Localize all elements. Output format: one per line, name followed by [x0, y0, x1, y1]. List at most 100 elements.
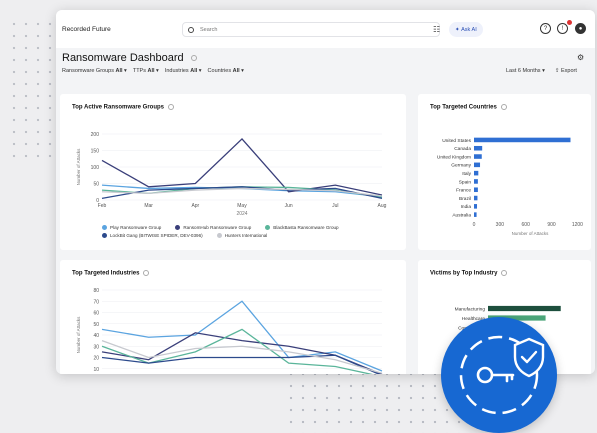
category-label: Manufacturing	[455, 307, 486, 313]
help-icon[interactable]: ?	[540, 23, 551, 34]
category-label: Italy	[462, 171, 471, 177]
filter-icon[interactable]: ☷	[433, 25, 441, 34]
industries-line-chart: 01020304050607080FebMarAprMayJunJulAugNu…	[76, 288, 383, 374]
bar	[488, 315, 546, 321]
x-tick-label: 600	[522, 222, 531, 228]
y-tick-label: 40	[93, 333, 99, 339]
bar	[474, 212, 477, 217]
y-tick-label: 10	[93, 367, 99, 373]
legend-label: BlackBasta Ransomware Group	[273, 225, 339, 230]
search-placeholder: Search	[200, 26, 218, 33]
card-title-text: Top Active Ransomware Groups	[72, 104, 165, 111]
y-tick-label: 0	[96, 198, 99, 204]
header-controls: Last 6 Months ▾ ⇪ Export	[506, 68, 577, 74]
y-tick-label: 70	[93, 299, 99, 305]
card-title-text: Top Targeted Countries	[430, 104, 497, 111]
key-shield-icon	[459, 335, 545, 415]
bar	[474, 195, 478, 201]
info-icon[interactable]	[143, 270, 150, 276]
decorative-dots	[8, 18, 58, 158]
filter-bar: Ransomware Groups All ▾ TTPs All ▾ Indus…	[62, 68, 244, 74]
countries-bar-chart: United States Canada United Kingdom Germany…	[437, 137, 583, 236]
filter-ttps[interactable]: TTPs All ▾	[132, 68, 159, 74]
y-tick-label: 50	[93, 322, 99, 328]
category-label: United Kingdom	[437, 154, 471, 160]
y-tick-label: 20	[93, 356, 99, 362]
x-tick-label: Jul	[332, 203, 338, 209]
x-tick-label: 1200	[572, 222, 583, 228]
series-line	[101, 186, 383, 199]
series-line	[101, 138, 383, 196]
y-tick-label: 60	[93, 311, 99, 317]
bar	[474, 154, 482, 159]
bar	[474, 170, 479, 176]
date-range-select[interactable]: Last 6 Months ▾	[506, 68, 545, 74]
card-title-text: Victims by Top Industry	[430, 270, 498, 277]
gear-icon[interactable]: ⚙	[577, 53, 585, 62]
filter-value: All	[115, 68, 123, 74]
legend-label: RansomHub Ransomware Group	[183, 225, 252, 230]
filter-label: Industries	[164, 68, 189, 74]
bar	[474, 162, 481, 168]
bar	[474, 179, 478, 184]
groups-line-chart: 0 50 100 150 200 Feb Mar Apr May Jun Jul Aug Number …	[76, 132, 387, 217]
card-title: Top Active Ransomware Groups	[72, 104, 175, 111]
page-title: Ransomware Dashboard	[62, 52, 197, 64]
y-tick-label: 100	[91, 165, 100, 171]
x-tick-label: Aug	[378, 203, 387, 209]
x-tick-label: May	[237, 203, 247, 209]
date-range-label: Last 6 Months	[506, 68, 541, 74]
legend-swatch	[102, 233, 107, 238]
info-icon[interactable]	[190, 55, 197, 62]
category-label: Australia	[452, 213, 471, 219]
bar	[474, 204, 478, 209]
x-tick-label: 300	[496, 222, 505, 228]
filter-countries[interactable]: Countries All ▾	[207, 68, 244, 74]
filter-value: All	[190, 68, 198, 74]
x-tick-label: 0	[473, 222, 476, 228]
card-title: Victims by Top Industry	[430, 270, 508, 277]
bar	[474, 145, 483, 151]
category-label: Brazil	[459, 196, 471, 202]
avatar[interactable]: ●	[575, 23, 586, 34]
x-tick-label: Feb	[98, 203, 107, 209]
category-label: Spain	[459, 179, 472, 185]
legend-swatch	[175, 225, 181, 230]
legend-swatch	[102, 225, 107, 230]
card-title: Top Targeted Countries	[430, 104, 507, 111]
search-input[interactable]: Search	[182, 22, 440, 37]
legend-item[interactable]: LockBit Gang (BITWISE SPIDER, DEV-0396)	[102, 233, 203, 238]
info-icon[interactable]	[168, 104, 175, 110]
notifications-icon[interactable]: !	[557, 23, 568, 34]
filter-industries[interactable]: Industries All ▾	[164, 68, 202, 74]
bar	[488, 305, 561, 312]
legend-item[interactable]: Hunters International	[216, 233, 267, 238]
filter-label: Countries	[207, 68, 232, 74]
ask-ai-button[interactable]: ✦ Ask AI	[449, 22, 483, 37]
security-seal	[441, 317, 557, 433]
series-line	[101, 300, 383, 372]
category-label: United States	[442, 138, 471, 144]
y-tick-label: 200	[91, 132, 100, 138]
export-button[interactable]: ⇪ Export	[554, 68, 577, 74]
filter-value: All	[232, 68, 240, 74]
filter-value: All	[147, 68, 155, 74]
category-label: France	[456, 188, 471, 194]
chart-legend: Play Ransomware Group RansomHub Ransomwa…	[102, 225, 402, 238]
info-icon[interactable]	[501, 270, 508, 276]
top-bar: Recorded Future Search ☷ ✦ Ask AI ? ! ●	[56, 10, 595, 48]
brand-logo[interactable]: Recorded Future	[62, 25, 111, 33]
legend-item[interactable]: BlackBasta Ransomware Group	[265, 225, 339, 230]
x-tick-label: 900	[547, 222, 556, 228]
info-icon[interactable]	[500, 104, 507, 110]
legend-item[interactable]: RansomHub Ransomware Group	[175, 225, 251, 230]
legend-item[interactable]: Play Ransomware Group	[102, 225, 161, 230]
filter-ransomware-groups[interactable]: Ransomware Groups All ▾	[62, 68, 127, 74]
legend-swatch	[216, 233, 222, 238]
card-title-text: Top Targeted Industries	[72, 270, 140, 277]
y-tick-label: 50	[93, 182, 99, 188]
export-label: Export	[560, 68, 577, 74]
y-tick-label: 150	[91, 149, 100, 155]
bar	[474, 187, 478, 193]
card-top-groups: Top Active Ransomware Groups 0 50 100 150 20…	[60, 94, 406, 250]
